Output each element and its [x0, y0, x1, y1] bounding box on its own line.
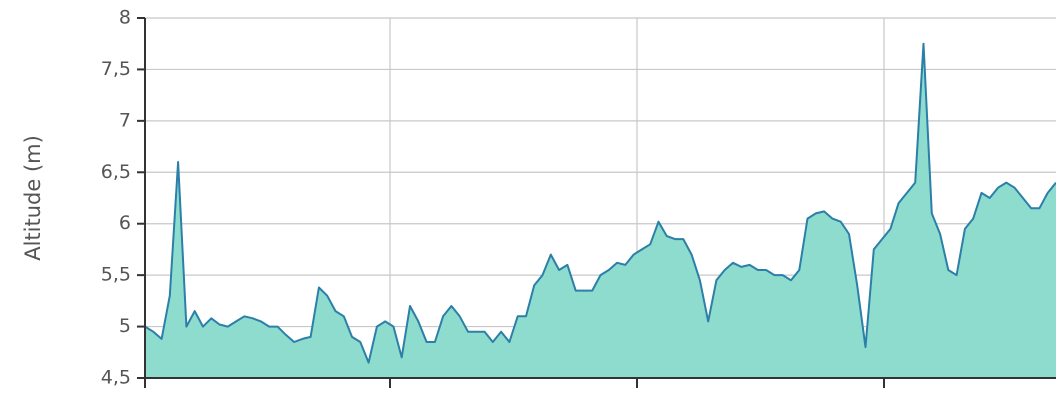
y-tick-label: 7: [119, 109, 131, 131]
y-tick-label: 5,5: [101, 264, 131, 286]
y-tick-label: 8: [119, 7, 131, 29]
area: [145, 43, 1056, 378]
y-tick-label: 6: [119, 212, 131, 234]
y-tick-label: 6,5: [101, 161, 131, 183]
y-tick-label: 7,5: [101, 58, 131, 80]
line: [144, 42, 1056, 364]
y-tick-label: 5: [119, 315, 131, 337]
y-tick-label: 4,5: [101, 367, 131, 389]
y-axis-title: Altitude (m): [21, 135, 45, 261]
